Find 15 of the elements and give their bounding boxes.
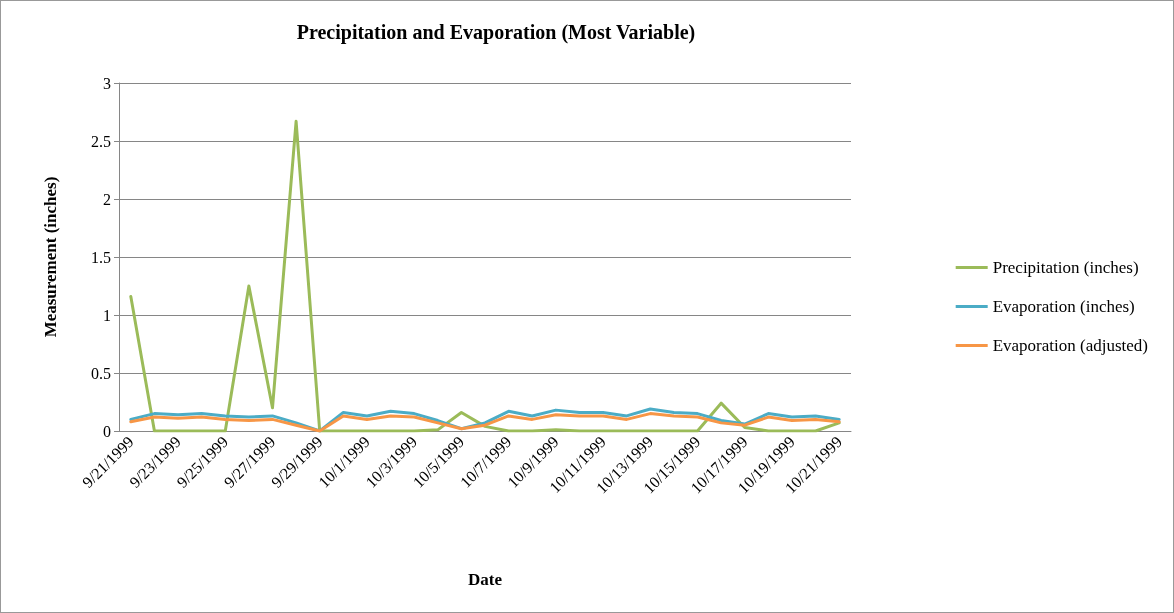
x-axis-title: Date bbox=[468, 570, 503, 589]
y-tick-label: 0.5 bbox=[91, 364, 111, 382]
y-tick-label: 1 bbox=[103, 306, 111, 324]
y-tick-label: 0 bbox=[103, 422, 111, 440]
y-tick-label: 3 bbox=[103, 74, 111, 92]
y-axis-title: Measurement (inches) bbox=[41, 176, 60, 338]
legend-label: Evaporation (inches) bbox=[992, 297, 1135, 316]
line-series bbox=[129, 412, 841, 433]
line-series bbox=[129, 119, 841, 433]
y-tick-label: 1.5 bbox=[91, 248, 111, 266]
y-tick-label: 2.5 bbox=[91, 132, 111, 150]
legend-label: Precipitation (inches) bbox=[992, 258, 1139, 277]
legend-label: Evaporation (adjusted) bbox=[992, 336, 1148, 355]
chart-title: Precipitation and Evaporation (Most Variable) bbox=[296, 21, 696, 44]
y-tick-label: 2 bbox=[103, 190, 111, 208]
